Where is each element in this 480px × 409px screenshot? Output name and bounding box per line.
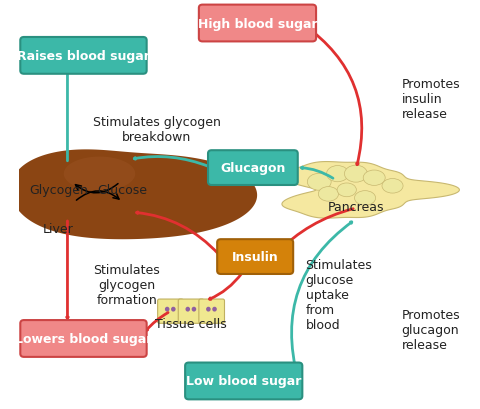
Text: Pancreas: Pancreas	[328, 200, 384, 213]
Ellipse shape	[192, 307, 196, 312]
Text: Lowers blood sugar: Lowers blood sugar	[15, 332, 152, 345]
Ellipse shape	[326, 166, 348, 182]
Ellipse shape	[206, 307, 211, 312]
FancyBboxPatch shape	[178, 299, 204, 324]
Ellipse shape	[355, 191, 375, 206]
Polygon shape	[11, 150, 257, 240]
Text: Glucagon: Glucagon	[220, 162, 286, 175]
Text: Stimulates glycogen
breakdown: Stimulates glycogen breakdown	[93, 116, 221, 144]
FancyBboxPatch shape	[157, 299, 183, 324]
Text: Stimulates
glycogen
formation: Stimulates glycogen formation	[94, 264, 160, 307]
FancyBboxPatch shape	[20, 320, 147, 357]
Text: Tissue cells: Tissue cells	[155, 317, 227, 330]
FancyBboxPatch shape	[208, 151, 298, 186]
Ellipse shape	[382, 179, 403, 193]
FancyBboxPatch shape	[199, 299, 225, 324]
FancyBboxPatch shape	[199, 6, 316, 42]
Ellipse shape	[345, 166, 367, 183]
Text: High blood sugar: High blood sugar	[198, 18, 317, 30]
Ellipse shape	[363, 171, 385, 186]
Text: Promotes
insulin
release: Promotes insulin release	[402, 78, 460, 121]
Text: Liver: Liver	[43, 222, 73, 235]
FancyBboxPatch shape	[217, 240, 293, 274]
Text: Promotes
glucagon
release: Promotes glucagon release	[402, 308, 460, 351]
Text: Stimulates
glucose
uptake
from
blood: Stimulates glucose uptake from blood	[306, 259, 372, 332]
Ellipse shape	[212, 307, 217, 312]
Ellipse shape	[185, 307, 190, 312]
Polygon shape	[282, 162, 459, 218]
FancyBboxPatch shape	[185, 363, 302, 399]
Ellipse shape	[337, 184, 356, 197]
FancyBboxPatch shape	[20, 38, 147, 74]
Ellipse shape	[307, 174, 331, 191]
Text: Low blood sugar: Low blood sugar	[186, 375, 301, 387]
Polygon shape	[64, 157, 135, 191]
Text: Glycogen: Glycogen	[29, 184, 88, 197]
Ellipse shape	[318, 187, 338, 202]
Text: Insulin: Insulin	[232, 250, 278, 263]
Ellipse shape	[165, 307, 169, 312]
Text: Raises blood sugar: Raises blood sugar	[17, 50, 150, 63]
Ellipse shape	[171, 307, 176, 312]
Text: Glucose: Glucose	[97, 184, 147, 197]
